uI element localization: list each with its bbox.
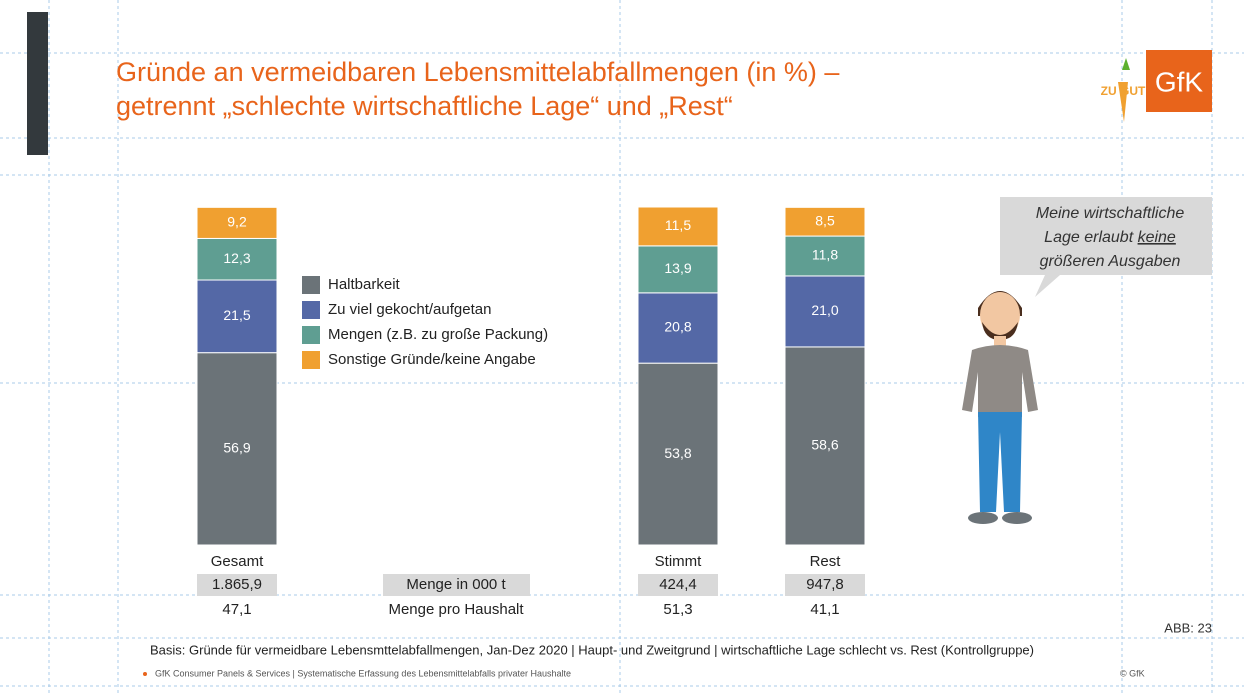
legend-label: Haltbarkeit xyxy=(328,276,401,293)
row-cell: 51,3 xyxy=(663,601,692,618)
legend-label: Zu viel gekocht/aufgetan xyxy=(328,301,491,318)
campaign-logo: ZU GUT xyxy=(1101,58,1146,122)
row-label: Menge in 000 t xyxy=(406,576,506,593)
value-label: 58,6 xyxy=(811,437,838,453)
category-label: Rest xyxy=(810,553,842,570)
title: getrennt „schlechte wirtschaftliche Lage… xyxy=(116,91,733,121)
row-cell: 47,1 xyxy=(222,601,251,618)
value-label: 8,5 xyxy=(815,212,835,228)
value-label: 20,8 xyxy=(664,319,691,335)
value-label: 12,3 xyxy=(223,250,250,266)
legend-swatch xyxy=(302,326,320,344)
value-label: 11,5 xyxy=(665,217,691,233)
row-cell: 1.865,9 xyxy=(212,576,262,593)
speech-emphasis: keine xyxy=(1138,229,1176,246)
speech-text: größeren Ausgaben xyxy=(1040,253,1181,270)
speech-text: Lage erlaubt keine xyxy=(1044,229,1176,246)
row-label: Menge pro Haushalt xyxy=(388,601,524,618)
category-label: Gesamt xyxy=(211,553,264,570)
legend-swatch xyxy=(302,351,320,369)
basis-note: Basis: Gründe für vermeidbare Lebensmtte… xyxy=(150,642,1034,657)
value-label: 21,0 xyxy=(811,302,838,318)
speech-text: Lage erlaubt xyxy=(1044,229,1137,246)
row-cell: 424,4 xyxy=(659,576,697,593)
slide: Gründe an vermeidbaren Lebensmittelabfal… xyxy=(0,0,1244,695)
chart: 56,9 21,5 12,3 9,2 Gesamt 53,8 20,8 13,9 11,5 Sti… xyxy=(197,207,865,618)
value-label: 21,5 xyxy=(223,307,250,323)
value-label: 56,9 xyxy=(223,440,250,456)
row-cell: 947,8 xyxy=(806,576,844,593)
value-label: 11,8 xyxy=(812,247,838,263)
bullet xyxy=(143,672,147,676)
campaign-logo-text: ZU GUT xyxy=(1101,84,1146,98)
legend-label: Sonstige Gründe/keine Angabe xyxy=(328,351,536,368)
value-label: 9,2 xyxy=(227,214,247,230)
value-label: 13,9 xyxy=(664,260,691,276)
person-illustration xyxy=(962,291,1038,524)
value-label: 53,8 xyxy=(664,445,691,461)
figure-number: ABB: 23 xyxy=(1164,620,1212,635)
legend-swatch xyxy=(302,301,320,319)
footer: GfK Consumer Panels & Services | Systema… xyxy=(155,668,571,678)
copyright: © GfK xyxy=(1120,668,1145,678)
category-label: Stimmt xyxy=(655,553,702,570)
company-logo-text: GfK xyxy=(1155,66,1204,97)
speech-bubble: Meine wirtschaftliche Lage erlaubt keine… xyxy=(1000,197,1212,297)
legend-swatch xyxy=(302,276,320,294)
accent-bar xyxy=(27,12,48,155)
legend-label: Mengen (z.B. zu große Packung) xyxy=(328,326,548,343)
row-cell: 41,1 xyxy=(810,601,839,618)
speech-text: Meine wirtschaftliche xyxy=(1036,205,1185,222)
title: Gründe an vermeidbaren Lebensmittelabfal… xyxy=(116,57,839,87)
